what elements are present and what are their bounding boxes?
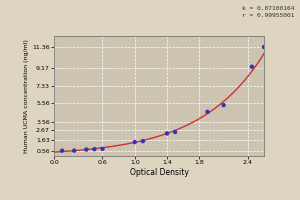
Point (173, 130, 178, 134)
Point (132, 140, 137, 144)
Point (140, 140, 145, 143)
Text: k = 0.07100164
r = 0.99955001: k = 0.07100164 r = 0.99955001 (242, 6, 294, 18)
Point (72, 149, 76, 152)
Point (92, 148, 97, 151)
X-axis label: Optical Density: Optical Density (130, 168, 188, 177)
Point (100, 147, 105, 150)
Point (84, 148, 89, 151)
Point (262, 45, 266, 49)
Point (250, 65, 254, 68)
Point (60, 149, 64, 152)
Y-axis label: Human UCMA concentration (ng/ml): Human UCMA concentration (ng/ml) (24, 39, 29, 153)
Point (165, 132, 170, 135)
Point (221, 104, 226, 107)
Point (205, 110, 210, 113)
